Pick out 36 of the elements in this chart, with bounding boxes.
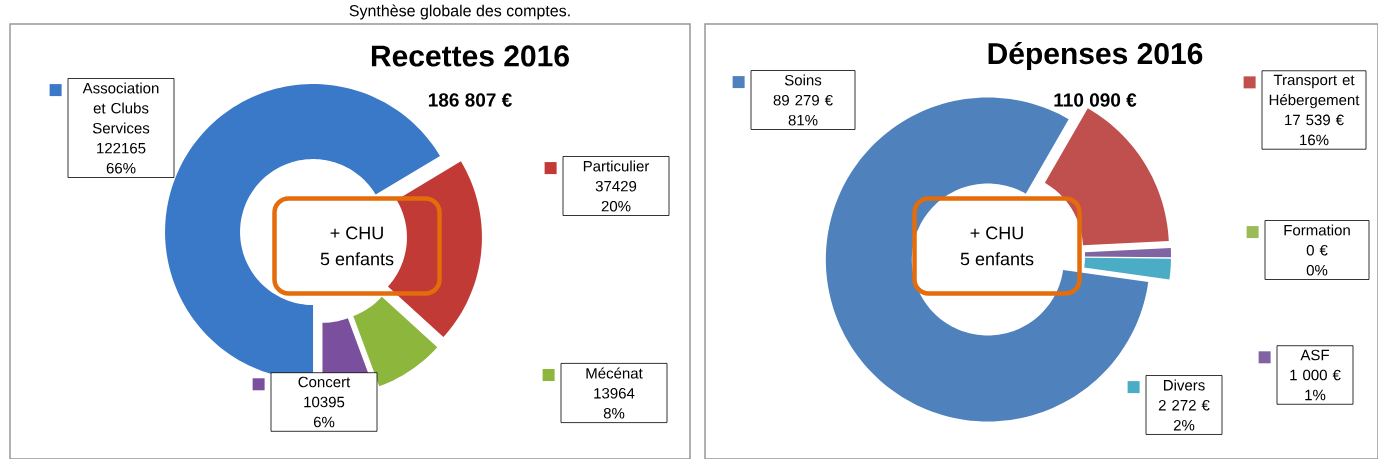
data-label: 13964	[594, 387, 635, 399]
legend-label: ASF	[1300, 349, 1329, 361]
text: 110 090 €	[1054, 93, 1137, 107]
legend-label: Mécénat	[586, 367, 643, 379]
data-label: 122165	[97, 142, 146, 154]
legend-label: Association et Clubs Services	[82, 82, 159, 134]
legend-label: Divers	[1163, 379, 1205, 391]
legend-label: Concert	[298, 376, 351, 388]
data-label: 10395	[304, 396, 345, 408]
chart-title: Dépenses 2016	[988, 41, 1203, 71]
data-label: 17 539 €	[1285, 114, 1344, 126]
text: 5 enfants	[960, 252, 1034, 266]
text: + CHU	[970, 226, 1023, 240]
text: Synthèse globale des comptes.	[349, 4, 570, 20]
text: 20%	[601, 200, 631, 212]
text: 0 €	[1306, 244, 1328, 256]
text: 81%	[788, 114, 818, 126]
text: 0%	[1306, 264, 1328, 276]
data-label: 37429	[595, 180, 637, 192]
text: 2%	[1173, 419, 1195, 431]
text: 16%	[1300, 134, 1329, 146]
data-label: 2 272 €	[1158, 399, 1210, 411]
slice-label: Soins	[784, 74, 822, 86]
text: 1%	[1305, 389, 1326, 401]
legend-label: Formation	[1284, 224, 1350, 236]
text: 6%	[313, 416, 335, 428]
text: 66%	[106, 162, 136, 174]
text: 8%	[603, 407, 625, 419]
chart-title: Recettes 2016	[371, 45, 569, 67]
legend-label: Particulier	[583, 160, 650, 172]
data-label: 1 000 €	[1290, 369, 1341, 381]
text: 5 enfants	[320, 252, 394, 266]
legend-label: Transport et Hébergement	[1269, 74, 1360, 109]
data-label: 89 279 €	[773, 94, 833, 106]
chart-subtitle: 186 807 €	[428, 93, 512, 107]
text: + CHU	[330, 226, 383, 240]
